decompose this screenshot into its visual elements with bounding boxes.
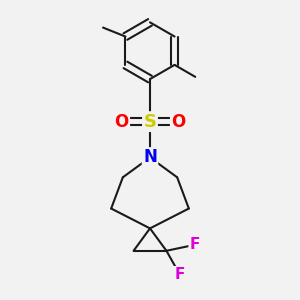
Text: F: F xyxy=(190,237,200,252)
Text: O: O xyxy=(115,112,129,130)
Text: S: S xyxy=(143,112,157,130)
Text: O: O xyxy=(171,112,185,130)
Text: F: F xyxy=(175,267,185,282)
Text: N: N xyxy=(143,148,157,166)
